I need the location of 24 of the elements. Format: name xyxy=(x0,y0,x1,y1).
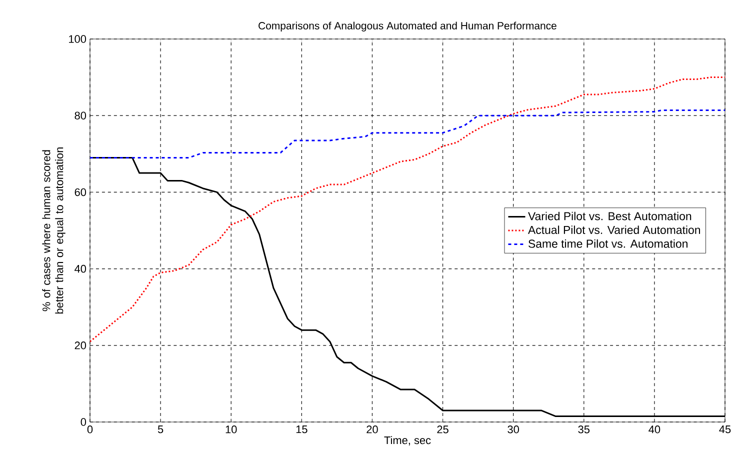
x-tick-label: 35 xyxy=(578,426,590,434)
y-tick-label: 80 xyxy=(74,112,86,120)
x-tick-label: 10 xyxy=(226,426,237,434)
x-axis-title: Time, sec xyxy=(384,436,431,446)
x-tick-label: 15 xyxy=(296,426,308,434)
y-axis-title: % of cases where human scored better than or equal to automation xyxy=(42,147,66,314)
legend-label: Actual Pilot vs. Varied Automation xyxy=(528,226,700,234)
y-tick-label: 60 xyxy=(74,188,86,196)
y-tick-label: 0 xyxy=(80,418,86,426)
y-tick-label: 20 xyxy=(74,342,86,350)
chart-title: Comparisons of Analogous Automated and Human Performance xyxy=(258,22,556,32)
y-tick-label: 100 xyxy=(69,35,86,43)
x-tick-label: 45 xyxy=(719,426,731,434)
line-series xyxy=(90,76,726,342)
x-tick-label: 30 xyxy=(508,426,519,434)
legend-label: Same time Pilot vs. Automation xyxy=(528,239,688,248)
x-tick-label: 0 xyxy=(87,426,93,434)
x-tick-label: 25 xyxy=(437,426,448,434)
x-tick-label: 5 xyxy=(158,426,164,434)
x-tick-label: 40 xyxy=(648,426,660,434)
line-series xyxy=(90,109,726,158)
y-tick-label: 40 xyxy=(74,264,86,273)
legend-label: Varied Pilot vs. Best Automation xyxy=(528,212,692,220)
x-tick-label: 20 xyxy=(366,426,378,434)
